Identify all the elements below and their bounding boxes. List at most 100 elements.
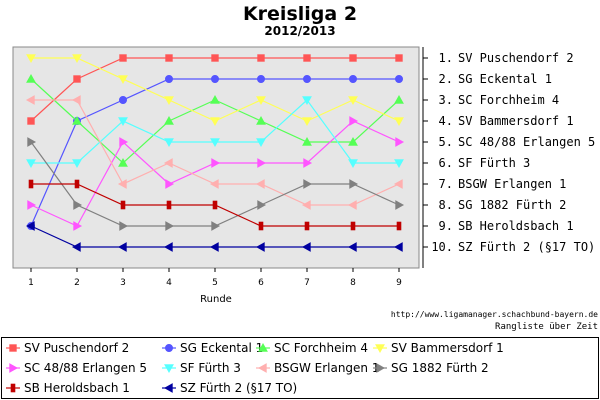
x-tick-label: 3	[120, 278, 126, 288]
rank-team-label: SG 1882 Fürth 2	[458, 198, 566, 212]
data-point	[255, 242, 265, 252]
data-point	[119, 221, 129, 231]
data-point	[257, 158, 267, 168]
legend-label: SF Fürth 3	[180, 361, 241, 375]
data-point	[27, 137, 37, 147]
data-point	[395, 200, 405, 210]
x-tick-label: 2	[74, 278, 80, 288]
rank-label: 7.	[439, 177, 453, 191]
series-sv-bammersdorf-1	[26, 54, 404, 127]
data-point	[118, 157, 128, 167]
legend: SV Puschendorf 2 SG Eckental 1 SC Forchhei…	[6, 341, 504, 395]
series-sg-eckental-1	[26, 75, 403, 231]
data-point	[211, 221, 221, 231]
data-point	[117, 242, 127, 252]
x-tick-label: 8	[350, 278, 356, 288]
data-point	[163, 242, 173, 252]
legend-label: SC Forchheim 4	[274, 341, 368, 355]
series-sf-f-rth-3	[26, 96, 404, 169]
data-point	[27, 200, 37, 210]
data-point	[72, 115, 82, 125]
data-point	[394, 94, 404, 104]
data-point	[74, 179, 80, 189]
data-point	[348, 96, 358, 106]
data-point	[348, 75, 357, 84]
data-point	[303, 54, 311, 62]
data-point	[256, 138, 266, 148]
data-point	[210, 117, 220, 127]
chart-title: Kreisliga 2	[243, 3, 357, 25]
data-point	[349, 116, 359, 126]
data-point	[394, 117, 404, 127]
data-point	[211, 75, 220, 84]
rank-label: 2.	[439, 72, 453, 86]
data-point	[73, 221, 83, 231]
legend-item: BSGW Erlangen 1	[256, 361, 379, 375]
data-point	[209, 179, 219, 189]
rank-team-label: SC 48/88 Erlangen 5	[458, 135, 595, 149]
data-point	[118, 75, 128, 85]
legend-item: SC Forchheim 4	[256, 341, 368, 355]
legend-item: SF Fürth 3	[162, 361, 241, 375]
data-point	[395, 137, 405, 147]
data-point	[165, 75, 174, 84]
data-point	[256, 96, 266, 106]
legend-marker	[165, 343, 174, 352]
rank-team-label: SZ Fürth 2 (§17 TO)	[458, 240, 595, 254]
series-sv-puschendorf-2	[27, 54, 403, 125]
rank-team-label: SV Bammersdorf 1	[458, 114, 574, 128]
legend-label: SB Heroldsbach 1	[24, 381, 130, 395]
data-point	[301, 242, 311, 252]
data-point	[119, 137, 129, 147]
rank-team-label: BSGW Erlangen 1	[458, 177, 566, 191]
data-point	[257, 200, 267, 210]
data-point	[347, 242, 357, 252]
series-sb-heroldsbach-1	[28, 179, 402, 231]
series-bsgw-erlangen-1	[25, 95, 403, 210]
legend-label: SG 1882 Fürth 2	[391, 361, 489, 375]
legend-label: SG Eckental 1	[180, 341, 263, 355]
rank-team-label: SC Forchheim 4	[458, 93, 559, 107]
legend-marker	[375, 344, 385, 354]
data-point	[302, 117, 312, 127]
data-point	[303, 158, 313, 168]
data-point	[164, 115, 174, 125]
x-tick-label: 9	[396, 278, 402, 288]
data-point	[301, 200, 311, 210]
data-point	[256, 115, 266, 125]
data-point	[72, 159, 82, 169]
data-point	[73, 200, 83, 210]
x-tick-label: 4	[166, 278, 172, 288]
data-point	[396, 221, 402, 231]
source-url: http://www.ligamanager.schachbund-bayern…	[391, 310, 598, 319]
rank-label: 8.	[439, 198, 453, 212]
data-point	[255, 179, 265, 189]
rank-team-label: SV Puschendorf 2	[458, 51, 574, 65]
plot-area	[12, 46, 420, 269]
data-point	[25, 95, 35, 105]
data-point	[26, 54, 36, 64]
data-point	[348, 136, 358, 146]
data-point	[304, 221, 310, 231]
data-point	[165, 179, 175, 189]
data-point	[72, 54, 82, 64]
legend-marker	[258, 342, 268, 352]
data-point	[210, 94, 220, 104]
data-point	[166, 200, 172, 210]
data-point	[118, 117, 128, 127]
legend-marker	[376, 363, 386, 373]
data-point	[349, 54, 357, 62]
data-point	[25, 221, 35, 231]
legend-marker	[9, 344, 17, 352]
x-tick-label: 7	[304, 278, 310, 288]
rank-label: 5.	[439, 135, 453, 149]
data-point	[71, 242, 81, 252]
legend-item: SV Puschendorf 2	[6, 341, 129, 355]
data-point	[164, 138, 174, 148]
data-point	[165, 221, 175, 231]
data-point	[211, 158, 221, 168]
legend-item: SB Heroldsbach 1	[6, 381, 130, 395]
series-sg-1882-f-rth-2	[27, 137, 405, 231]
rank-label: 4.	[439, 114, 453, 128]
data-point	[26, 159, 36, 169]
